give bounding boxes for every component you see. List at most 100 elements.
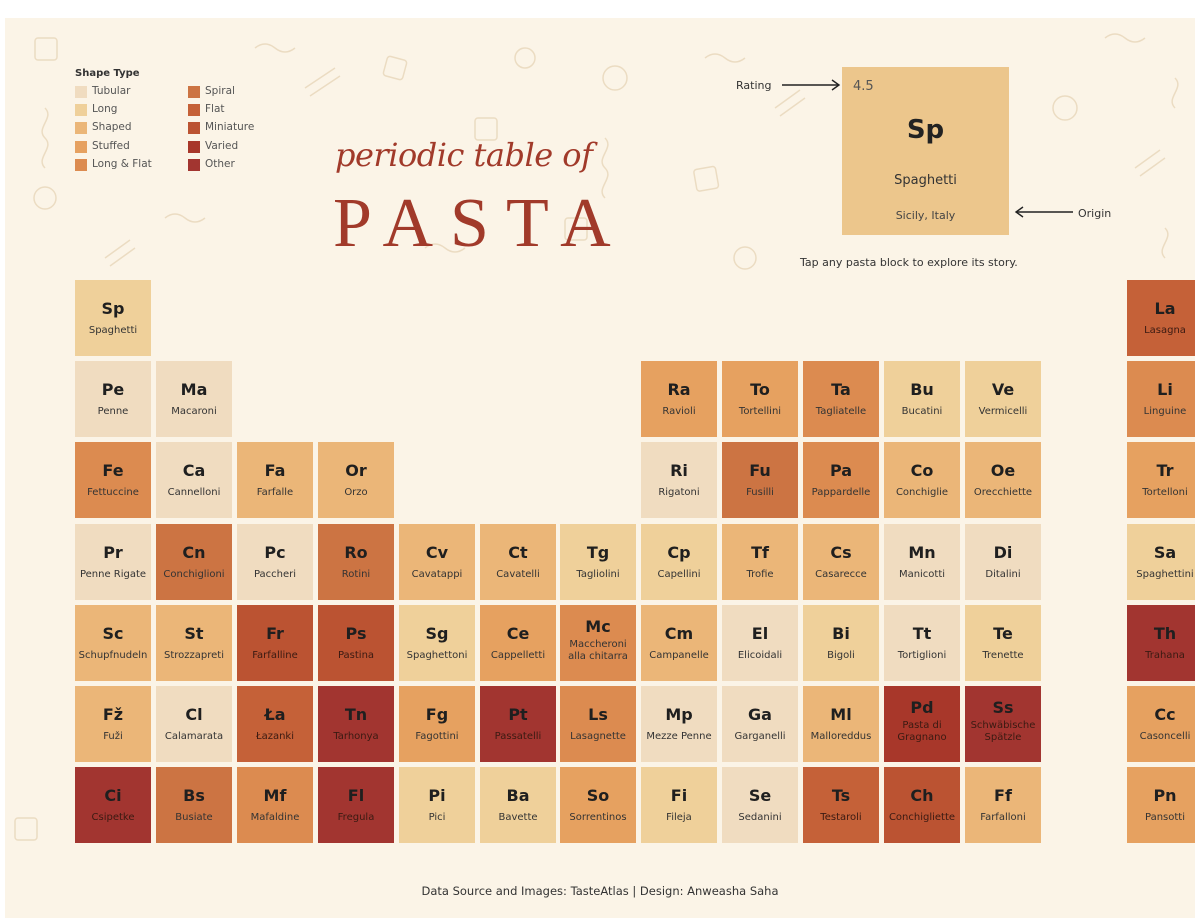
- pasta-tile-rotini[interactable]: Ro Rotini: [318, 524, 394, 600]
- pasta-tile-bigoli[interactable]: Bi Bigoli: [803, 605, 879, 681]
- tile-name: Orzo: [344, 487, 368, 498]
- tile-symbol: Pc: [264, 543, 286, 562]
- pasta-tile-bucatini[interactable]: Bu Bucatini: [884, 361, 960, 437]
- pasta-tile-elicoidali[interactable]: El Elicoidali: [722, 605, 798, 681]
- pasta-tile-passatelli[interactable]: Pt Passatelli: [480, 686, 556, 762]
- pasta-tile-tortiglioni[interactable]: Tt Tortiglioni: [884, 605, 960, 681]
- pasta-tile-tortellini[interactable]: To Tortellini: [722, 361, 798, 437]
- pasta-tile-conchigliette[interactable]: Ch Conchigliette: [884, 767, 960, 843]
- tile-symbol: Pn: [1153, 786, 1177, 805]
- pasta-tile--azanki[interactable]: Ła Łazanki: [237, 686, 313, 762]
- pasta-tile-mezze-penne[interactable]: Mp Mezze Penne: [641, 686, 717, 762]
- pasta-tile-spaghettoni[interactable]: Sg Spaghettoni: [399, 605, 475, 681]
- pasta-tile-trahana[interactable]: Th Trahana: [1127, 605, 1195, 681]
- pasta-tile-ditalini[interactable]: Di Ditalini: [965, 524, 1041, 600]
- pasta-tile-farfalline[interactable]: Fr Farfalline: [237, 605, 313, 681]
- pasta-tile-paccheri[interactable]: Pc Paccheri: [237, 524, 313, 600]
- pasta-tile-pappardelle[interactable]: Pa Pappardelle: [803, 442, 879, 518]
- pasta-tile-ravioli[interactable]: Ra Ravioli: [641, 361, 717, 437]
- pasta-tile-fu-i[interactable]: Fž Fuži: [75, 686, 151, 762]
- pasta-tile-capellini[interactable]: Cp Capellini: [641, 524, 717, 600]
- tile-symbol: Cp: [667, 543, 691, 562]
- pasta-tile-schw-bische-sp-tzle[interactable]: Ss Schwäbische Spätzle: [965, 686, 1041, 762]
- pasta-tile-orzo[interactable]: Or Orzo: [318, 442, 394, 518]
- pasta-tile-tagliatelle[interactable]: Ta Tagliatelle: [803, 361, 879, 437]
- pasta-tile-casarecce[interactable]: Cs Casarecce: [803, 524, 879, 600]
- pasta-tile-casoncelli[interactable]: Cc Casoncelli: [1127, 686, 1195, 762]
- tile-symbol: Fe: [102, 461, 124, 480]
- pasta-tile-bavette[interactable]: Ba Bavette: [480, 767, 556, 843]
- legend-swatch: [188, 104, 200, 116]
- pasta-tile-penne[interactable]: Pe Penne: [75, 361, 151, 437]
- pasta-tile-fusilli[interactable]: Fu Fusilli: [722, 442, 798, 518]
- pasta-tile-tortelloni[interactable]: Tr Tortelloni: [1127, 442, 1195, 518]
- pasta-tile-manicotti[interactable]: Mn Manicotti: [884, 524, 960, 600]
- tile-name: Trahana: [1145, 650, 1185, 661]
- pasta-tile-fettuccine[interactable]: Fe Fettuccine: [75, 442, 151, 518]
- pasta-tile-orecchiette[interactable]: Oe Orecchiette: [965, 442, 1041, 518]
- pasta-tile-fagottini[interactable]: Fg Fagottini: [399, 686, 475, 762]
- pasta-tile-pici[interactable]: Pi Pici: [399, 767, 475, 843]
- pasta-tile-lasagnette[interactable]: Ls Lasagnette: [560, 686, 636, 762]
- pasta-tile-spaghetti[interactable]: Sp Spaghetti: [75, 280, 151, 356]
- pasta-tile-strozzapreti[interactable]: St Strozzapreti: [156, 605, 232, 681]
- tile-symbol: Tt: [912, 624, 932, 643]
- tile-symbol: Ch: [910, 786, 934, 805]
- tile-symbol: Oe: [990, 461, 1016, 480]
- pasta-tile-pasta-di-gragnano[interactable]: Pd Pasta di Gragnano: [884, 686, 960, 762]
- rating-arrow-icon: [782, 79, 841, 91]
- key-rating: 4.5: [853, 79, 874, 94]
- pasta-tile-spaghettini[interactable]: Sa Spaghettini: [1127, 524, 1195, 600]
- pasta-tile-malloreddus[interactable]: Ml Malloreddus: [803, 686, 879, 762]
- pasta-tile-rigatoni[interactable]: Ri Rigatoni: [641, 442, 717, 518]
- pasta-tile-calamarata[interactable]: Cl Calamarata: [156, 686, 232, 762]
- pasta-tile-macaroni[interactable]: Ma Macaroni: [156, 361, 232, 437]
- pasta-tile-testaroli[interactable]: Ts Testaroli: [803, 767, 879, 843]
- pasta-tile-trenette[interactable]: Te Trenette: [965, 605, 1041, 681]
- pasta-tile-tagliolini[interactable]: Tg Tagliolini: [560, 524, 636, 600]
- pasta-tile-tarhonya[interactable]: Tn Tarhonya: [318, 686, 394, 762]
- pasta-tile-farfalloni[interactable]: Ff Farfalloni: [965, 767, 1041, 843]
- tile-name: Orecchiette: [973, 487, 1033, 498]
- pasta-tile-fileja[interactable]: Fi Fileja: [641, 767, 717, 843]
- tile-symbol: Ra: [667, 380, 691, 399]
- tile-name: Fileja: [666, 812, 692, 823]
- tile-name: Tortelloni: [1142, 487, 1188, 498]
- tile-symbol: Fg: [425, 705, 449, 724]
- pasta-tile-fregula[interactable]: Fl Fregula: [318, 767, 394, 843]
- pasta-tile-schupfnudeln[interactable]: Sc Schupfnudeln: [75, 605, 151, 681]
- pasta-tile-trofie[interactable]: Tf Trofie: [722, 524, 798, 600]
- pasta-tile-sedanini[interactable]: Se Sedanini: [722, 767, 798, 843]
- pasta-tile-pastina[interactable]: Ps Pastina: [318, 605, 394, 681]
- tile-name: Tagliolini: [576, 569, 620, 580]
- legend-label: Miniature: [205, 121, 255, 133]
- tile-name: Fusilli: [746, 487, 774, 498]
- pasta-tile-csipetke[interactable]: Ci Csipetke: [75, 767, 151, 843]
- pasta-tile-cappelletti[interactable]: Ce Cappelletti: [480, 605, 556, 681]
- pasta-tile-penne-rigate[interactable]: Pr Penne Rigate: [75, 524, 151, 600]
- pasta-tile-farfalle[interactable]: Fa Farfalle: [237, 442, 313, 518]
- pasta-tile-maccheroni-alla-chitarra[interactable]: Mc Maccheroni alla chitarra: [560, 605, 636, 681]
- pasta-tile-lasagna[interactable]: La Lasagna: [1127, 280, 1195, 356]
- tile-name: Rigatoni: [658, 487, 700, 498]
- pasta-tile-conchiglie[interactable]: Co Conchiglie: [884, 442, 960, 518]
- pasta-tile-vermicelli[interactable]: Ve Vermicelli: [965, 361, 1041, 437]
- legend-label: Tubular: [92, 85, 131, 97]
- pasta-tile-mafaldine[interactable]: Mf Mafaldine: [237, 767, 313, 843]
- tile-name: Manicotti: [898, 569, 946, 580]
- pasta-tile-cannelloni[interactable]: Ca Cannelloni: [156, 442, 232, 518]
- pasta-tile-campanelle[interactable]: Cm Campanelle: [641, 605, 717, 681]
- tile-name: Ravioli: [662, 406, 696, 417]
- pasta-tile-cavatappi[interactable]: Cv Cavatappi: [399, 524, 475, 600]
- pasta-tile-pansotti[interactable]: Pn Pansotti: [1127, 767, 1195, 843]
- pasta-tile-linguine[interactable]: Li Linguine: [1127, 361, 1195, 437]
- tile-name: Casarecce: [815, 569, 867, 580]
- tile-name: Tagliatelle: [815, 406, 867, 417]
- pasta-tile-cavatelli[interactable]: Ct Cavatelli: [480, 524, 556, 600]
- pasta-tile-garganelli[interactable]: Ga Garganelli: [722, 686, 798, 762]
- tile-name: Csipetke: [91, 812, 135, 823]
- pasta-tile-conchiglioni[interactable]: Cn Conchiglioni: [156, 524, 232, 600]
- pasta-tile-sorrentinos[interactable]: So Sorrentinos: [560, 767, 636, 843]
- tile-name: Passatelli: [494, 731, 542, 742]
- pasta-tile-busiate[interactable]: Bs Busiate: [156, 767, 232, 843]
